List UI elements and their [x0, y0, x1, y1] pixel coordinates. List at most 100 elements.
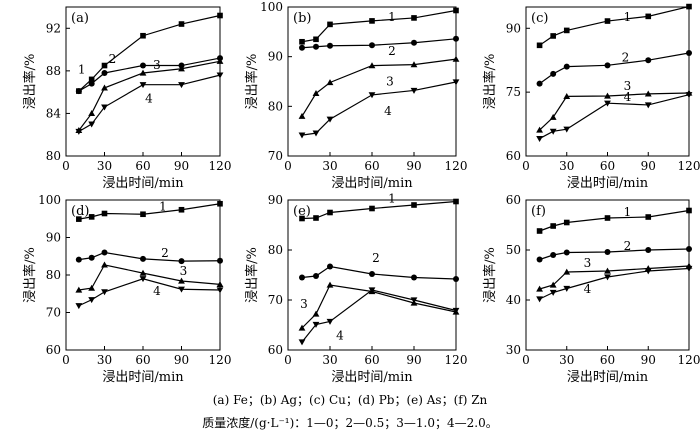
panel-3-series-3-point — [536, 126, 543, 133]
panel-6-ytick-label: 50 — [506, 243, 521, 257]
panel-4-xtick-label: 30 — [97, 353, 112, 367]
panel-3-series-4-point — [644, 102, 652, 109]
panel-4-series-2-point — [217, 257, 223, 264]
panel-2-xtick-label: 60 — [364, 159, 379, 173]
panel-3-series-1-point — [536, 42, 543, 49]
panel-1-xtick-label: 90 — [174, 159, 189, 173]
panel-4-series-3-point — [75, 286, 83, 293]
panel-5-series-3-point — [298, 324, 306, 331]
panel-2-series-1-point — [313, 36, 319, 43]
panel-5-xtick-label: 60 — [364, 353, 379, 367]
panel-5-series-4-point — [410, 297, 418, 304]
panel-1-series-2-line — [78, 57, 221, 92]
panel-6-xtick-label: 0 — [522, 353, 530, 367]
panel-3-xtick-label: 0 — [522, 159, 530, 173]
panel-2-series-3-point — [452, 55, 460, 62]
panel-3-series-1-point — [550, 33, 556, 39]
panel-2-series-4-line — [301, 81, 457, 136]
panel-6-series-4-point — [604, 274, 611, 281]
panel-4-series-4-point — [101, 289, 108, 296]
panel-4-series-3-point — [101, 261, 108, 268]
panel-4-series-2-point — [101, 249, 108, 256]
panel-4-series-1-point — [88, 214, 95, 220]
caption-panels: (a) Fe；(b) Ag；(c) Cu；(d) Pb；(e) As；(f) Z… — [212, 393, 488, 407]
panel-1-ylabel: 浸出率/% — [22, 54, 38, 110]
panel-3-series-2-point — [604, 62, 611, 69]
panel-6-series-4-point — [685, 265, 693, 272]
panel-2-series-1-line — [301, 9, 457, 43]
panel-2-xtick-label: 120 — [445, 159, 468, 173]
panel-3-series-2-point — [550, 70, 557, 77]
panel-2-series-1-label: 1 — [388, 10, 396, 24]
panel-6-ytick-label: 30 — [506, 343, 521, 357]
panel-4-ytick-label: 90 — [46, 231, 61, 245]
panel-1-series-1-line — [78, 14, 221, 92]
panel-1-ytick-label: 92 — [46, 21, 61, 35]
panel-4-series-3-point — [139, 269, 147, 276]
panel-3-series-4-point — [604, 100, 611, 107]
panel-3-ytick-label: 90 — [506, 21, 521, 35]
panel-5-series-3-point — [312, 310, 320, 317]
panel-3-ytick-label: 75 — [506, 85, 521, 99]
panel-2-panel-label: (b) — [293, 11, 311, 26]
panel-6-series-4-point — [563, 285, 571, 292]
panel-4-series-2-line — [78, 251, 221, 262]
panel-3-series-1-point — [645, 13, 652, 20]
panel-3-series-1-point — [604, 18, 611, 24]
panel-4-series-2-point — [75, 256, 82, 263]
panel-1-series-3-point — [178, 65, 185, 72]
panel-4-panel-label: (d) — [71, 204, 89, 219]
panel-6-xlabel: 浸出时间/min — [567, 370, 649, 385]
panel-2-series-2-point — [299, 44, 305, 51]
panel-3-xtick-label: 30 — [559, 159, 574, 173]
panel-4-series-4-point — [178, 286, 185, 293]
panel-4-series-1-label: 1 — [159, 199, 167, 213]
panel-6-xtick-label: 120 — [678, 353, 700, 367]
panel-3-series-4-point — [536, 135, 543, 142]
panel-1-series-4-point — [178, 82, 185, 89]
panel-3-ylabel: 浸出率/% — [482, 54, 498, 110]
panel-2-series-2-line — [301, 38, 457, 49]
panel-1-xtick-label: 30 — [97, 159, 112, 173]
panel-6-series-1-point — [604, 215, 611, 221]
panel-4-series-4-label: 4 — [153, 284, 161, 298]
panel-5-series-1-point — [453, 198, 459, 205]
panel-2-series-2-point — [327, 42, 333, 49]
panel-5-ytick-label: 60 — [268, 343, 283, 357]
panel-2-series-4-label: 4 — [384, 104, 392, 118]
panel-6-series-1-point — [686, 207, 692, 214]
panel-1-series-1-point — [101, 62, 108, 69]
panel-5-series-2-line — [301, 265, 457, 280]
panel-6-ytick-label: 60 — [506, 193, 521, 207]
panel-1-series-3-label: 3 — [153, 58, 161, 72]
panel-3-series-1-point — [563, 27, 570, 34]
panel-2-ylabel: 浸出率/% — [244, 54, 260, 110]
panel-1-ytick-label: 88 — [46, 64, 61, 78]
panel-4-ytick-label: 100 — [38, 193, 61, 207]
panel-3-panel-label: (c) — [531, 11, 548, 26]
panel-1-ytick-label: 84 — [46, 106, 62, 120]
panel-2-series-1-point — [369, 18, 375, 24]
panel-2-series-2-point — [313, 43, 319, 50]
panel-4-ytick-label: 80 — [46, 268, 61, 282]
panel-3-series-3-label: 3 — [624, 79, 632, 93]
panel-2-ytick-label: 100 — [260, 0, 283, 14]
panel-4-series-2-point — [140, 255, 146, 262]
panel-2-series-4-point — [326, 116, 334, 123]
panel-1-xtick-label: 120 — [209, 159, 232, 173]
panel-3-frame — [525, 6, 690, 157]
panel-6-series-1-line — [539, 209, 690, 232]
panel-1-xtick-label: 60 — [135, 159, 150, 173]
panel-3-series-3-point — [644, 90, 652, 97]
panel-1-series-4-point — [88, 121, 96, 128]
panel-3-series-2-point — [645, 57, 652, 64]
panel-3-series-2-label: 2 — [622, 50, 630, 64]
panel-5-series-4-point — [452, 307, 460, 314]
panel-4-xtick-label: 0 — [62, 353, 70, 367]
panel-4-series-1-point — [76, 216, 82, 222]
panel-4-series-3-label: 3 — [180, 264, 188, 278]
panel-1-series-3-point — [101, 84, 108, 91]
panel-2-series-4-point — [312, 130, 320, 137]
panel-2-series-4-point — [298, 132, 306, 139]
panel-4-series-2-label: 2 — [161, 246, 169, 260]
